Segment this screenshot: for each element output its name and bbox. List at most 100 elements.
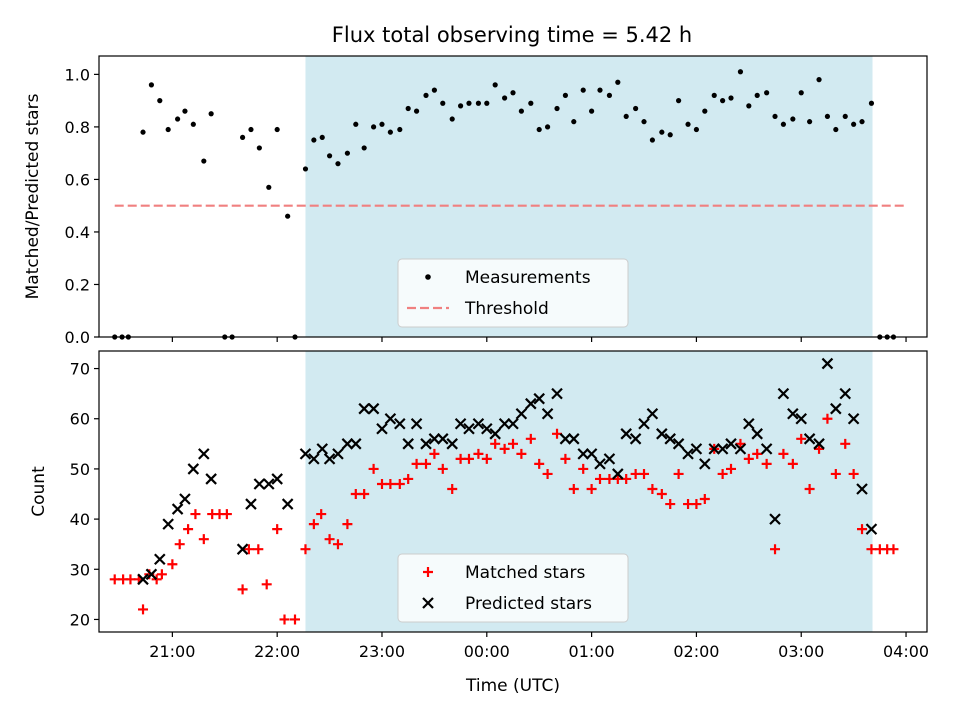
measurement-point xyxy=(772,113,778,120)
measurement-point xyxy=(623,113,629,120)
predicted-star-point xyxy=(603,453,616,465)
predicted-star-point xyxy=(638,417,650,430)
measurement-point xyxy=(319,134,325,141)
measurement-point xyxy=(285,213,291,219)
predicted-star-point xyxy=(525,397,537,410)
predicted-star-point xyxy=(839,387,852,400)
predicted-star-point xyxy=(358,402,370,415)
bottom-series-0 xyxy=(109,413,899,625)
xtick-label: 00:00 xyxy=(464,642,510,661)
predicted-star-point xyxy=(559,433,572,445)
measurement-point xyxy=(201,158,207,164)
predicted-star-point xyxy=(777,387,790,400)
measurement-point xyxy=(824,113,831,120)
matched-star-point xyxy=(481,453,492,464)
top-ytick-label: 0.0 xyxy=(65,328,90,347)
measurement-point xyxy=(190,121,196,127)
measurement-point xyxy=(440,100,446,106)
predicted-star-point xyxy=(769,513,781,525)
matched-star-point xyxy=(490,438,501,449)
predicted-star-point xyxy=(463,422,475,435)
matched-star-point xyxy=(612,473,623,484)
matched-star-point xyxy=(261,579,272,590)
predicted-star-point xyxy=(646,407,659,420)
bottom-ytick-label: 20 xyxy=(70,610,90,629)
matched-star-point xyxy=(691,499,702,510)
matched-star-point xyxy=(300,544,311,555)
xtick-label: 01:00 xyxy=(569,642,615,661)
predicted-star-point xyxy=(507,417,519,430)
predicted-star-point xyxy=(454,417,467,430)
measurement-point xyxy=(764,90,770,96)
measurement-point xyxy=(165,126,171,133)
measurement-point xyxy=(484,100,490,106)
matched-star-point xyxy=(138,604,149,615)
measurement-point xyxy=(266,184,272,190)
measurement-point xyxy=(492,82,498,88)
measurement-point xyxy=(353,121,359,127)
measurement-point xyxy=(554,105,560,112)
measurement-point xyxy=(371,124,377,130)
predicted-star-point xyxy=(341,438,354,450)
predicted-star-point xyxy=(664,433,676,445)
predicted-star-point xyxy=(236,543,249,555)
matched-star-point xyxy=(594,473,605,484)
measurement-point xyxy=(449,116,455,122)
predicted-star-point xyxy=(803,433,816,445)
measurement-point xyxy=(239,134,246,141)
measurement-point xyxy=(274,126,280,133)
measurement-point xyxy=(466,100,472,106)
matched-star-point xyxy=(221,509,232,520)
legend-marker-matched xyxy=(423,567,433,577)
matched-star-point xyxy=(447,483,458,494)
predicted-star-point xyxy=(533,392,545,405)
predicted-star-point xyxy=(690,443,703,455)
measurement-point xyxy=(502,95,508,101)
measurement-point xyxy=(720,98,726,104)
matched-star-point xyxy=(752,448,763,459)
top-series-0 xyxy=(112,69,897,340)
top-legend-box xyxy=(397,258,629,328)
legend-label: Measurements xyxy=(465,268,591,288)
matched-star-point xyxy=(840,438,851,449)
matched-star-point xyxy=(394,478,405,489)
predicted-star-point xyxy=(716,443,729,455)
matched-star-point xyxy=(822,413,833,424)
predicted-star-point xyxy=(856,483,868,495)
matched-star-point xyxy=(814,443,825,454)
predicted-star-point xyxy=(428,433,441,445)
predicted-star-point xyxy=(725,438,737,450)
bottom-legend: Matched stars Predicted stars xyxy=(397,553,629,623)
predicted-star-point xyxy=(585,448,598,460)
xtick-label: 21:00 xyxy=(149,642,195,661)
measurement-point xyxy=(798,90,804,96)
top-ytick-label: 0.2 xyxy=(65,275,90,294)
predicted-star-point xyxy=(402,438,414,450)
matched-star-point xyxy=(109,574,120,585)
predicted-star-point xyxy=(629,433,642,445)
matched-star-point xyxy=(568,483,579,494)
measurement-point xyxy=(208,111,214,117)
predicted-star-point xyxy=(316,443,329,455)
measurement-point xyxy=(851,121,857,127)
measurement-point xyxy=(633,105,639,112)
predicted-star-point xyxy=(245,498,257,510)
measurement-point xyxy=(615,79,621,85)
bottom-ytick-label: 40 xyxy=(70,510,90,529)
measurement-point xyxy=(182,108,188,114)
measurement-point xyxy=(475,100,482,106)
matched-star-point xyxy=(463,453,474,464)
measurement-point xyxy=(148,82,155,88)
bottom-ytick-label: 60 xyxy=(70,410,90,429)
matched-star-point xyxy=(324,534,335,545)
measurement-point xyxy=(589,108,595,114)
predicted-star-point xyxy=(376,422,388,435)
predicted-star-point xyxy=(865,523,878,535)
matched-star-point xyxy=(174,539,185,550)
predicted-star-point xyxy=(847,412,860,425)
xtick-label: 23:00 xyxy=(359,642,405,661)
matched-star-point xyxy=(525,433,536,444)
measurement-point xyxy=(780,121,787,127)
predicted-star-point xyxy=(205,473,217,485)
matched-star-point xyxy=(888,544,899,555)
